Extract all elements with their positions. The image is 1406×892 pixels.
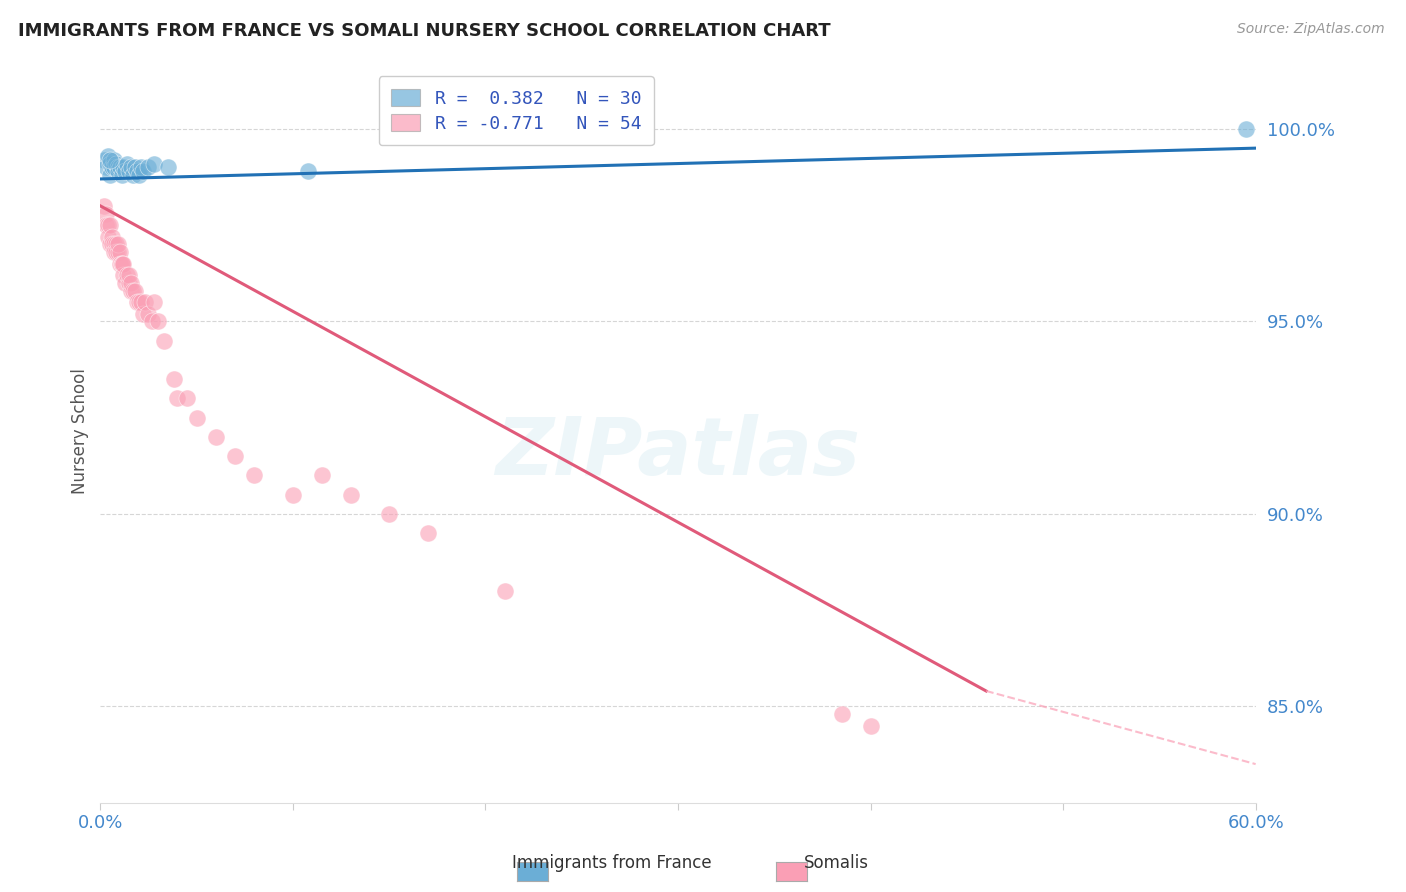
Point	[224, 449, 246, 463]
Point	[138, 307, 160, 321]
Point	[104, 245, 127, 260]
Point	[141, 314, 163, 328]
Point	[103, 237, 125, 252]
Point	[101, 161, 124, 175]
Point	[243, 468, 266, 483]
Point	[97, 229, 120, 244]
Point	[110, 168, 132, 182]
Point	[122, 168, 145, 182]
Point	[186, 410, 208, 425]
Point	[117, 156, 139, 170]
Point	[162, 372, 184, 386]
Point	[124, 284, 146, 298]
Point	[97, 149, 120, 163]
Point	[107, 161, 129, 175]
Point	[378, 507, 401, 521]
Y-axis label: Nursery School: Nursery School	[72, 368, 89, 494]
Point	[103, 161, 125, 175]
Point	[107, 245, 129, 260]
Text: ZIPatlas: ZIPatlas	[495, 415, 860, 492]
Point	[117, 268, 139, 283]
Point	[831, 707, 853, 722]
Point	[98, 153, 121, 167]
Point	[416, 526, 439, 541]
Point	[108, 161, 131, 175]
Point	[101, 229, 124, 244]
Point	[103, 245, 125, 260]
Point	[143, 295, 166, 310]
Point	[104, 156, 127, 170]
Point	[153, 334, 176, 348]
Point	[166, 392, 188, 406]
Point	[104, 237, 127, 252]
Point	[118, 276, 141, 290]
Point	[94, 161, 117, 175]
Point	[114, 164, 136, 178]
Point	[339, 488, 361, 502]
Text: Somalis: Somalis	[804, 855, 869, 872]
Point	[1234, 122, 1257, 136]
Point	[97, 218, 120, 232]
Point	[98, 218, 121, 232]
Legend: R =  0.382   N = 30, R = -0.771   N = 54: R = 0.382 N = 30, R = -0.771 N = 54	[378, 76, 654, 145]
Text: Immigrants from France: Immigrants from France	[512, 855, 711, 872]
Point	[124, 161, 146, 175]
Text: Source: ZipAtlas.com: Source: ZipAtlas.com	[1237, 22, 1385, 37]
Point	[122, 284, 145, 298]
Point	[128, 168, 150, 182]
Point	[118, 268, 141, 283]
Point	[281, 488, 304, 502]
Point	[114, 276, 136, 290]
Point	[297, 164, 319, 178]
Point	[118, 164, 141, 178]
Point	[125, 164, 148, 178]
Point	[176, 392, 198, 406]
Point	[108, 257, 131, 271]
Point	[110, 257, 132, 271]
Point	[120, 276, 142, 290]
Point	[107, 164, 129, 178]
Point	[205, 430, 228, 444]
Point	[112, 257, 135, 271]
Point	[125, 295, 148, 310]
Point	[120, 284, 142, 298]
Point	[103, 153, 125, 167]
Point	[98, 168, 121, 182]
Point	[98, 156, 121, 170]
Point	[94, 218, 117, 232]
Point	[94, 206, 117, 220]
Point	[108, 245, 131, 260]
Point	[93, 199, 115, 213]
Point	[156, 161, 179, 175]
Point	[859, 718, 882, 732]
Point	[494, 583, 516, 598]
Point	[143, 156, 166, 170]
Point	[138, 161, 160, 175]
Point	[93, 153, 115, 167]
Point	[129, 295, 152, 310]
Point	[129, 161, 152, 175]
Point	[128, 295, 150, 310]
Point	[112, 268, 135, 283]
Point	[134, 295, 156, 310]
Point	[120, 161, 142, 175]
Point	[101, 237, 124, 252]
Text: IMMIGRANTS FROM FRANCE VS SOMALI NURSERY SCHOOL CORRELATION CHART: IMMIGRANTS FROM FRANCE VS SOMALI NURSERY…	[18, 22, 831, 40]
Point	[132, 307, 155, 321]
Point	[110, 257, 132, 271]
Point	[107, 237, 129, 252]
Point	[146, 314, 169, 328]
Point	[98, 237, 121, 252]
Point	[311, 468, 333, 483]
Point	[132, 164, 155, 178]
Point	[112, 161, 135, 175]
